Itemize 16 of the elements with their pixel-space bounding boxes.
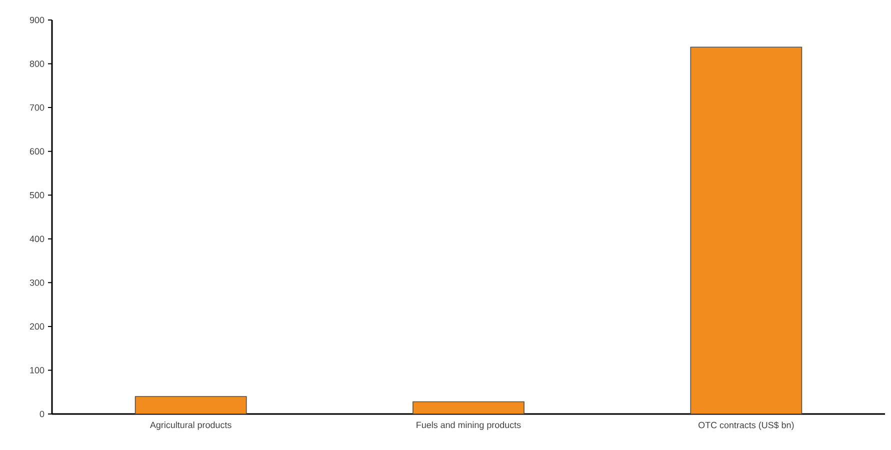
y-tick-label: 800 xyxy=(30,60,44,67)
y-tick-label: 300 xyxy=(30,279,44,286)
y-tick-label: 100 xyxy=(30,367,44,374)
y-tick-label: 0 xyxy=(40,410,44,418)
bar xyxy=(412,402,524,414)
y-tick-label: 900 xyxy=(30,16,44,24)
y-tick-label: 700 xyxy=(30,104,44,111)
y-tick-label: 500 xyxy=(30,192,44,198)
x-tick-label: Fuels and mining products xyxy=(416,422,521,430)
y-tick-label: 200 xyxy=(30,323,44,330)
x-tick-label: OTC contracts (US$ bn) xyxy=(698,422,794,430)
bar xyxy=(134,396,247,414)
x-tick-label: Agricultural products xyxy=(150,422,232,430)
bar xyxy=(690,46,802,414)
y-tick-label: 600 xyxy=(30,148,44,155)
y-tick-label: 400 xyxy=(30,236,44,242)
